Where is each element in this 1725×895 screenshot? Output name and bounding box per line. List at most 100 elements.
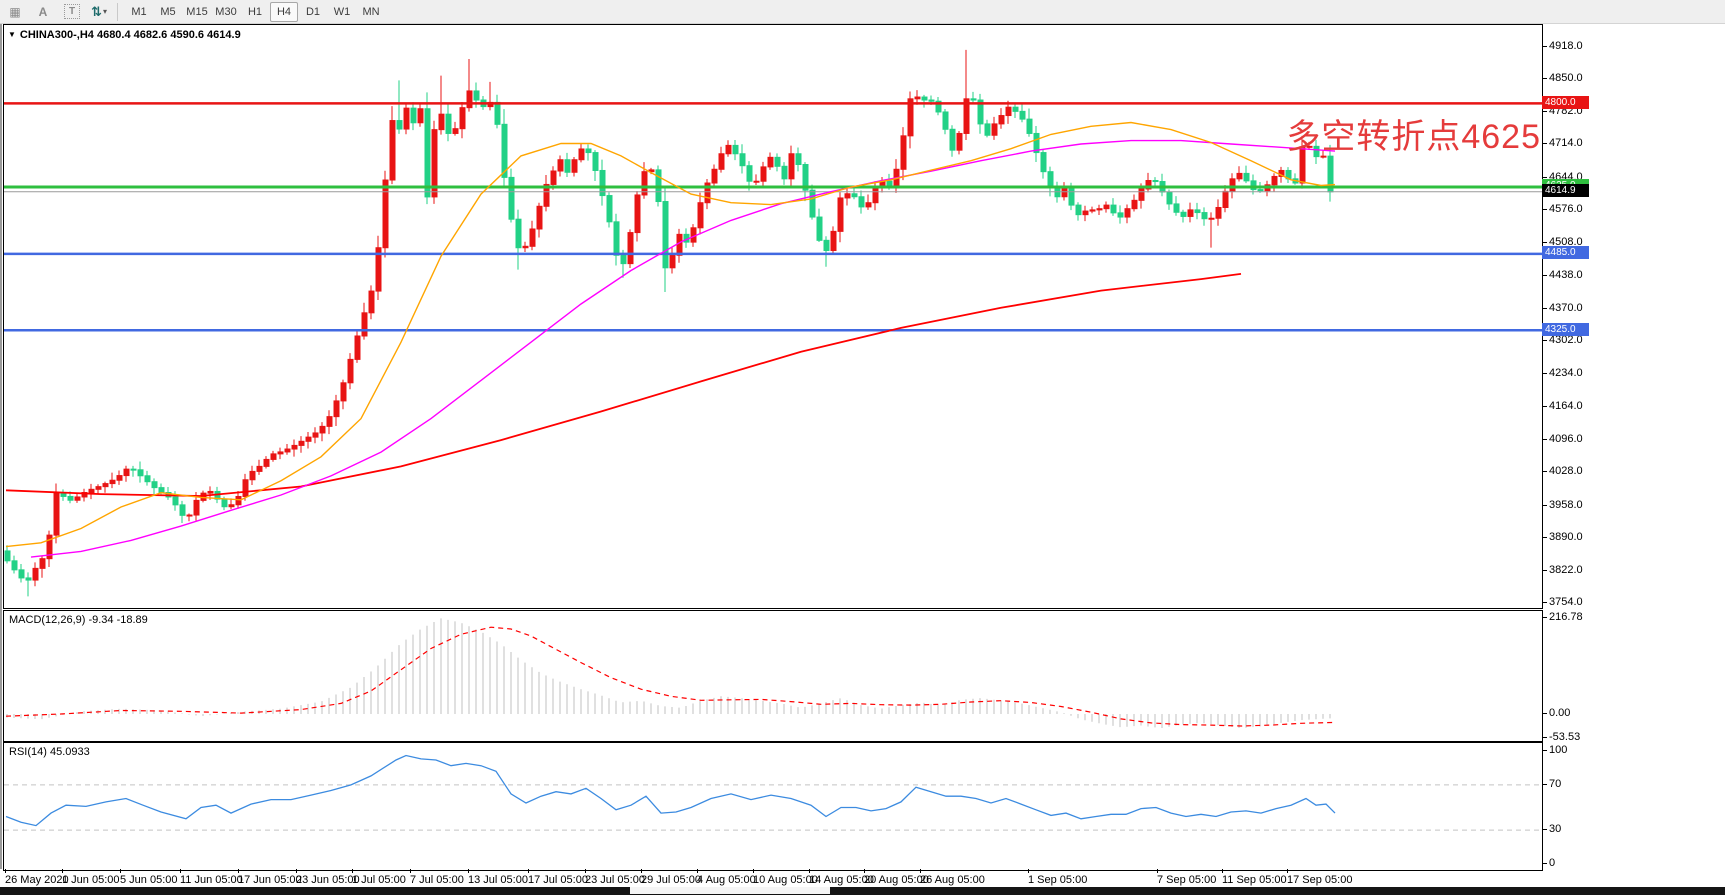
timeframe-button-m5[interactable]: M5 [160,5,176,18]
macd-axis-label: 0.00 [1541,707,1571,719]
crosshair-arrows-icon[interactable]: ⇅ ▾ [90,3,108,21]
rsi-axis-label: 30 [1541,823,1562,836]
date-tick [1222,869,1223,873]
rsi-axis-label: 70 [1541,777,1562,790]
date-tick [641,869,642,873]
date-tick [528,869,529,873]
timeframe-button-h4[interactable]: H4 [270,1,298,22]
price-axis-label: 4302.0 [1542,334,1583,347]
price-axis-label: 4096.0 [1542,432,1583,445]
price-axis-label: 4850.0 [1542,72,1583,85]
date-axis-label: 4 Aug 05:00 [697,874,756,886]
price-axis-label: 4918.0 [1542,40,1583,52]
date-tick [410,869,411,873]
date-axis-label: 7 Sep 05:00 [1157,874,1217,886]
rsi-axis-label: 100 [1541,744,1568,756]
timeframe-button-mn[interactable]: MN [362,5,380,18]
main-chart-panel[interactable] [3,24,1543,609]
bottom-bar-gap [630,887,830,895]
date-tick [809,869,810,873]
price-axis-label: 3754.0 [1542,596,1583,608]
arrow-a-icon[interactable]: A [38,4,48,19]
grid-f-icon[interactable]: ▦ [9,4,21,19]
date-tick [1287,869,1288,873]
timeframe-button-m15[interactable]: M15 [186,5,208,18]
date-tick [753,869,754,873]
date-tick [352,869,353,873]
date-axis-label: 29 Jul 05:00 [641,874,701,886]
date-axis-label: 14 Aug 05:00 [809,874,874,886]
price-badge: 4800.0 [1542,95,1589,109]
rsi-axis-label: 0 [1541,857,1556,869]
price-axis-label: 4714.0 [1542,137,1583,150]
text-tool-icon[interactable]: T [64,4,80,19]
date-axis-label: 5 Jun 05:00 [120,874,178,886]
date-axis-label: 1 Sep 05:00 [1028,874,1088,886]
date-tick [864,869,865,873]
timeframe-button-w1[interactable]: W1 [333,5,351,18]
date-axis-label: 7 Jul 05:00 [410,874,464,886]
toolbar-separator [117,2,118,21]
date-axis-label: 17 Jul 05:00 [528,874,588,886]
macd-panel[interactable] [3,610,1543,742]
date-axis-label: 17 Jun 05:00 [238,874,302,886]
price-axis-label: 4576.0 [1542,203,1583,216]
date-axis-label: 23 Jun 05:00 [296,874,360,886]
date-tick [468,869,469,873]
date-tick [1028,869,1029,873]
rsi-label: RSI(14) 45.0933 [9,746,90,758]
timeframe-button-m30[interactable]: M30 [215,5,237,18]
price-axis-label: 4370.0 [1542,301,1583,314]
price-axis-label: 4234.0 [1542,366,1583,379]
price-axis-label: 4508.0 [1542,235,1583,248]
date-axis-label: 20 Aug 05:00 [864,874,929,886]
date-tick [1157,869,1158,873]
timeframe-button-m1[interactable]: M1 [131,5,147,18]
dropdown-caret-icon[interactable]: ▾ [102,7,107,16]
price-axis-label: 3822.0 [1542,563,1583,576]
date-tick [296,869,297,873]
date-tick [920,869,921,873]
price-axis-label: 4028.0 [1542,465,1583,478]
date-axis-label: 13 Jul 05:00 [468,874,528,886]
date-axis-label: 11 Jun 05:00 [180,874,243,886]
date-axis-label: 10 Aug 05:00 [753,874,818,886]
date-axis-label: 11 Sep 05:00 [1222,874,1287,886]
window-left-edge [0,24,2,869]
price-badge: 4485.0 [1542,246,1589,260]
date-tick [585,869,586,873]
date-axis-label: 26 Aug 05:00 [920,874,985,886]
timeframe-group: M1 M5 M15 M30 H1 H4 D1 W1 MN [125,1,386,22]
toolbar: ▦ A T ⇅ ▾ M1 M5 M15 M30 H1 H4 D1 W1 MN [0,0,1725,24]
date-tick [62,869,63,873]
collapse-triangle-icon[interactable]: ▼ [8,30,16,39]
annotation-text: 多空转折点4625 [1286,118,1541,156]
date-axis-label: 23 Jul 05:00 [585,874,645,886]
symbol-period-label: CHINA300-,H4 [19,29,94,41]
date-tick [180,869,181,873]
price-badge: 4325.0 [1542,322,1589,336]
date-axis-label: 1 Jun 05:00 [62,874,120,886]
price-axis-label: 4438.0 [1542,269,1583,282]
macd-label: MACD(12,26,9) -9.34 -18.89 [9,614,148,626]
price-badge: 4614.9 [1542,184,1589,198]
macd-axis-label: 216.78 [1542,610,1583,623]
chart-header: ▼ CHINA300-,H4 4680.4 4682.6 4590.6 4614.… [8,29,241,41]
date-axis-label: 17 Sep 05:00 [1287,874,1353,886]
timeframe-button-d1[interactable]: D1 [305,5,321,18]
price-axis-label: 3958.0 [1542,498,1583,511]
date-tick [697,869,698,873]
date-tick [238,869,239,873]
date-axis-label: 1 Jul 05:00 [352,874,406,886]
rsi-panel[interactable] [3,742,1543,871]
macd-axis-label: -53.53 [1541,730,1581,743]
toolbar-icons: ▦ A T ⇅ ▾ [0,3,108,21]
date-axis-label: 26 May 2020 [5,874,69,886]
crosshair-arrows-glyph: ⇅ [91,3,102,19]
bottom-bar [0,887,1725,895]
price-axis-label: 4164.0 [1542,400,1583,413]
date-tick [120,869,121,873]
ohlc-values: 4680.4 4682.6 4590.6 4614.9 [96,29,241,41]
timeframe-button-h1[interactable]: H1 [247,5,263,18]
